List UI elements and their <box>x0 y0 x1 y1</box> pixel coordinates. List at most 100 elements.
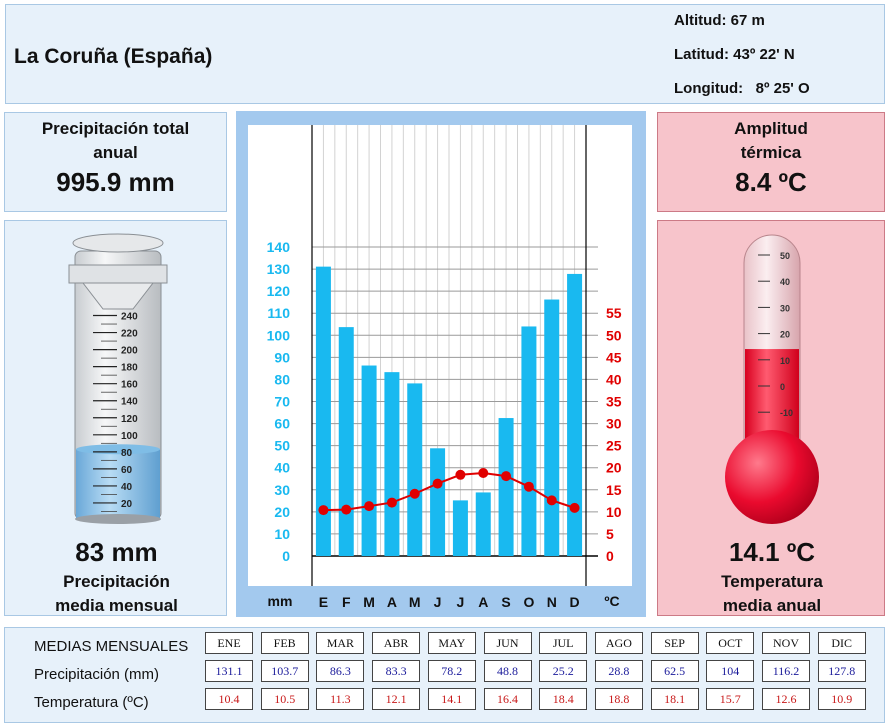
temperature-point <box>409 488 420 499</box>
month-header-cell: SEP <box>650 632 699 654</box>
month-label: M <box>363 594 375 610</box>
precip-total-title-2: anual <box>93 143 138 162</box>
precip-cell: 86.3 <box>316 660 365 682</box>
month-label: S <box>501 594 510 610</box>
right-tick-label: 40 <box>606 371 622 387</box>
temp-cell: 18.4 <box>539 688 588 710</box>
temperature-point <box>455 469 466 480</box>
gauge-tick-label: 240 <box>121 312 138 323</box>
gauge-tick-label: 20 <box>121 499 133 510</box>
station-name: La Coruña (España) <box>14 45 213 68</box>
month-header-cell: MAR <box>316 632 365 654</box>
precip-bar <box>315 266 331 556</box>
table-title: MEDIAS MENSUALES <box>34 638 189 655</box>
gauge-tick-label: 220 <box>121 329 138 340</box>
temperature-point <box>386 497 397 508</box>
therm-tick-label: 50 <box>780 251 790 261</box>
row-label-temp: Temperatura (ºC) <box>34 694 149 711</box>
precip-bar <box>430 448 446 556</box>
temperature-point <box>432 478 443 489</box>
month-label: J <box>457 594 465 610</box>
month-header-cell: JUN <box>483 632 532 654</box>
right-tick-label: 35 <box>606 394 622 410</box>
month-header-cell: NOV <box>762 632 810 654</box>
climograph-chart: 0 10 20 30 40 50 60 70 80 90 100 110 120 130 140 0 5 10 15… <box>236 111 646 617</box>
left-tick-label: 40 <box>274 460 290 476</box>
temperature-point <box>569 502 580 513</box>
left-tick-label: 10 <box>274 526 290 542</box>
temp-cell: 14.1 <box>427 688 476 710</box>
precip-cell: 104 <box>706 660 755 682</box>
precip-bar <box>361 365 377 556</box>
month-header-cell: AGO <box>594 632 643 654</box>
month-header-cell: JUL <box>539 632 588 654</box>
left-tick-label: 20 <box>274 504 290 520</box>
station-header: La Coruña (España) Altitud: 67 m Latitud… <box>5 4 885 104</box>
month-label: F <box>342 594 351 610</box>
precip-cell: 28.8 <box>594 660 643 682</box>
left-tick-label: 60 <box>274 416 290 432</box>
temperature-point <box>501 471 512 482</box>
gauge-tick-label: 100 <box>121 431 138 442</box>
precip-cell: 116.2 <box>762 660 810 682</box>
temperature-point <box>546 495 557 506</box>
right-tick-label: 30 <box>606 416 622 432</box>
precip-total-title-1: Precipitación total <box>41 119 190 138</box>
precip-bar <box>452 500 468 556</box>
left-tick-label: 80 <box>274 371 290 387</box>
precip-bar <box>407 383 423 556</box>
temp-mean-value: 14.1 ºC <box>728 537 816 567</box>
temperature-point <box>478 468 489 479</box>
month-label: O <box>523 594 534 610</box>
thermometer-icon: 50 40 30 20 10 0 -10 <box>725 234 819 524</box>
month-label: A <box>387 594 397 610</box>
monthly-means-table: MEDIAS MENSUALES Precipitación (mm) Temp… <box>4 627 885 723</box>
therm-tick-label: 0 <box>780 382 785 392</box>
month-label: N <box>547 594 557 610</box>
temp-cell: 16.4 <box>483 688 532 710</box>
precip-mean-label-2: media mensual <box>55 596 178 615</box>
therm-tick-label: 10 <box>780 356 790 366</box>
precip-cell: 83.3 <box>372 660 421 682</box>
precip-cell: 78.2 <box>427 660 476 682</box>
precip-bar <box>567 273 583 556</box>
precip-cell: 25.2 <box>539 660 588 682</box>
month-header-cell: ABR <box>372 632 421 654</box>
temp-cell: 15.7 <box>706 688 755 710</box>
precip-cell: 127.8 <box>817 660 866 682</box>
precip-total-panel: Precipitación total anual 995.9 mm <box>4 112 227 212</box>
temp-cell: 10.5 <box>260 688 309 710</box>
right-tick-label: 55 <box>606 305 622 321</box>
therm-tick-label: 30 <box>780 303 790 313</box>
month-header-cell: DIC <box>817 632 866 654</box>
row-label-precip: Precipitación (mm) <box>34 666 160 683</box>
precip-mean-value: 83 mm <box>75 537 158 567</box>
left-tick-label: 110 <box>267 305 290 321</box>
right-tick-label: 45 <box>606 349 622 365</box>
month-label: M <box>409 594 421 610</box>
month-label: E <box>319 594 328 610</box>
month-header-cell: MAY <box>427 632 476 654</box>
left-tick-label: 90 <box>274 349 290 365</box>
longitude-label: Longitud: 8º 25' O <box>674 80 810 97</box>
right-tick-label: 20 <box>606 460 622 476</box>
left-tick-label: 120 <box>267 283 291 299</box>
gauge-tick-label: 200 <box>121 346 138 357</box>
climate-chart-frame: 0 10 20 30 40 50 60 70 80 90 100 110 120 130 140 0 5 10 15… <box>236 111 646 617</box>
month-label: D <box>570 594 580 610</box>
month-header-cell: ENE <box>205 632 253 654</box>
right-tick-label: 0 <box>606 548 614 564</box>
temp-cell: 10.4 <box>205 688 253 710</box>
amplitude-panel: Amplitud térmica 8.4 ºC <box>657 112 885 212</box>
rain-gauge-icon: 240 220 200 180 160 140 120 100 80 60 40 20 <box>68 233 168 524</box>
precip-bar <box>475 492 491 556</box>
gauge-tick-label: 180 <box>121 363 138 374</box>
latitude-label: Latitud: 43º 22' N <box>674 46 795 63</box>
temp-cell: 18.1 <box>650 688 699 710</box>
precip-bar <box>544 299 560 556</box>
temp-cell: 11.3 <box>316 688 365 710</box>
gauge-tick-label: 40 <box>121 482 133 493</box>
right-tick-label: 50 <box>606 327 622 343</box>
x-label-right: ºC <box>604 593 619 609</box>
precip-total-value: 995.9 mm <box>56 167 175 197</box>
